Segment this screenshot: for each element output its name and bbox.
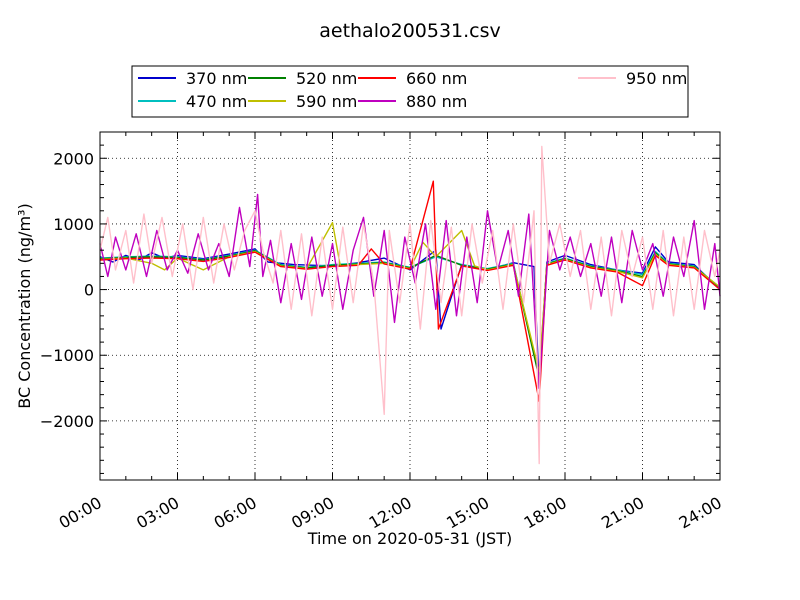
x-tick-label: 12:00 [366, 493, 415, 533]
x-tick-label: 09:00 [288, 493, 337, 533]
y-tick-label: 1000 [53, 215, 94, 234]
series-line-950-nm [99, 145, 721, 465]
y-axis-label: BC Concentration (ng/m³) [15, 203, 34, 408]
y-tick-label: 2000 [53, 149, 94, 168]
x-axis-label: Time on 2020-05-31 (JST) [307, 529, 512, 548]
legend-label: 590 nm [296, 92, 357, 111]
legend-label: 470 nm [186, 92, 247, 111]
x-tick-label: 03:00 [133, 493, 182, 533]
legend-label: 520 nm [296, 69, 357, 88]
y-axis: −2000 −1000 0 1000 2000 [40, 131, 720, 474]
x-tick-label: 00:00 [56, 493, 105, 533]
series-layer [99, 145, 721, 465]
chart-title: aethalo200531.csv [319, 20, 501, 42]
x-tick-label: 06:00 [211, 493, 260, 533]
y-tick-label: −1000 [40, 346, 94, 365]
legend-label: 370 nm [186, 69, 247, 88]
legend-box [131, 65, 689, 118]
x-tick-label: 24:00 [676, 493, 725, 533]
x-tick-label: 21:00 [598, 493, 647, 533]
x-axis: 00:00 03:00 06:00 09:00 12:00 15:00 18:00 21:00… [56, 132, 725, 533]
legend-label: 660 nm [406, 69, 467, 88]
x-tick-label: 15:00 [443, 493, 492, 533]
grid-lines [100, 132, 720, 480]
series-line-880-nm [99, 193, 721, 389]
x-tick-label: 18:00 [521, 493, 570, 533]
legend-label: 880 nm [406, 92, 467, 111]
legend: 370 nm 470 nm 520 nm 590 nm 660 nm 880 nm 950 … [131, 65, 689, 118]
y-tick-label: 0 [84, 281, 94, 300]
y-tick-label: −2000 [40, 412, 94, 431]
legend-label: 950 nm [626, 69, 687, 88]
